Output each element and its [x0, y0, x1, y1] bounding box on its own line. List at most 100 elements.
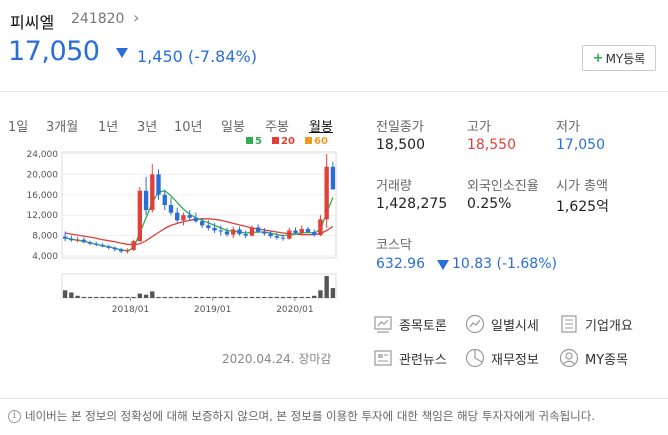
- candle-body: [293, 230, 298, 234]
- candle-body: [305, 228, 311, 233]
- y-tick-label: 12,000: [27, 211, 59, 221]
- company-info-icon: [559, 314, 579, 334]
- link-news[interactable]: 관련뉴스: [373, 348, 447, 368]
- tab-3month[interactable]: 3개월: [46, 120, 79, 135]
- link-company-info[interactable]: 기업개요: [559, 314, 633, 334]
- market-change: 10.83 (-1.68%): [452, 256, 557, 272]
- legend-ma60-label: 60: [314, 136, 328, 147]
- legend-ma20: 20: [272, 136, 295, 147]
- candle-body: [193, 217, 199, 222]
- legend-ma60-swatch: [305, 137, 312, 144]
- candle-body: [81, 239, 86, 243]
- price-chart[interactable]: 24,000 20,000 16,000 12,000 8,000 4,000 2018/…: [0, 146, 340, 321]
- link-discussion[interactable]: 종목토론: [373, 314, 447, 334]
- link-financials[interactable]: 재무정보: [465, 348, 539, 368]
- volume-bar: [218, 296, 223, 298]
- volume-bar: [274, 296, 280, 298]
- candle-body: [181, 215, 186, 221]
- chevron-right-icon[interactable]: ›: [133, 8, 140, 27]
- volume-bar: [262, 296, 267, 298]
- my-register-button[interactable]: + MY등록: [582, 45, 656, 71]
- volume-bar: [75, 295, 80, 298]
- candle-body: [224, 231, 230, 235]
- high-label: 고가: [467, 120, 491, 135]
- volume-bar: [168, 296, 174, 298]
- legend-ma5: 5: [246, 136, 262, 147]
- link-daily-price-label: 일별시세: [491, 318, 539, 334]
- foreign-ratio-value: 0.25%: [467, 196, 512, 212]
- volume-bar: [62, 290, 68, 298]
- candle-body: [137, 190, 143, 242]
- candle-body: [199, 221, 205, 226]
- tab-10year[interactable]: 10년: [174, 120, 203, 135]
- candle-body: [299, 228, 304, 234]
- candle-body: [150, 174, 155, 211]
- volume-bar: [287, 296, 292, 298]
- volume-bar: [81, 296, 86, 298]
- link-company-info-label: 기업개요: [585, 318, 633, 334]
- y-tick-label: 4,000: [32, 252, 58, 262]
- volume-bar: [231, 296, 236, 298]
- volume-bar: [224, 296, 230, 298]
- market-down-icon: [437, 260, 449, 270]
- candle-body: [168, 205, 174, 213]
- volume-label: 거래량: [376, 179, 412, 194]
- market-label: 코스닥: [376, 238, 412, 253]
- candle-body: [118, 249, 124, 252]
- discussion-icon: [373, 314, 393, 334]
- candle-body: [131, 241, 136, 250]
- volume-bar: [280, 296, 286, 298]
- candle-body: [100, 244, 105, 247]
- candle-body: [187, 215, 192, 218]
- candle-body: [312, 232, 317, 236]
- volume-bar: [249, 296, 255, 298]
- volume-bar: [106, 296, 111, 298]
- user-icon: [559, 348, 579, 368]
- volume-bar: [125, 296, 130, 298]
- stock-code[interactable]: 241820: [71, 11, 125, 27]
- tab-daily[interactable]: 일봉: [221, 120, 245, 135]
- x-tick-label: 2018/01: [112, 305, 149, 315]
- tab-monthly[interactable]: 월봉: [309, 120, 333, 135]
- volume-bar: [318, 290, 323, 298]
- daily-price-icon: [465, 314, 485, 334]
- price-change: 1,450 (-7.84%): [137, 47, 257, 66]
- stock-name[interactable]: 피씨엘: [10, 13, 55, 32]
- candle-body: [330, 166, 336, 190]
- market-index: 632.96: [376, 256, 425, 272]
- ma5-line: [64, 189, 334, 252]
- volume-bar: [187, 296, 192, 298]
- volume-bar: [268, 296, 273, 298]
- volume-bar: [324, 276, 329, 298]
- low-value: 17,050: [556, 137, 605, 153]
- volume-bar: [100, 296, 105, 298]
- legend-ma60: 60: [305, 136, 328, 147]
- candle-body: [75, 239, 80, 241]
- plus-icon: +: [592, 50, 604, 66]
- my-register-label: MY등록: [605, 51, 646, 66]
- link-discussion-label: 종목토론: [399, 318, 447, 334]
- volume-bar: [87, 296, 93, 298]
- link-daily-price[interactable]: 일별시세: [465, 314, 539, 334]
- candle-body: [106, 246, 111, 248]
- candle-body: [237, 229, 242, 235]
- volume-bar: [193, 296, 199, 298]
- volume-bar: [112, 296, 118, 298]
- link-news-label: 관련뉴스: [399, 352, 447, 368]
- volume-bar: [156, 296, 161, 298]
- tab-3year[interactable]: 3년: [137, 120, 158, 135]
- candle-body: [287, 230, 292, 239]
- link-financials-label: 재무정보: [491, 352, 539, 368]
- tab-1year[interactable]: 1년: [98, 120, 119, 135]
- link-my-stocks[interactable]: MY종목: [559, 348, 628, 368]
- candle-body: [231, 229, 236, 235]
- volume-bar: [175, 296, 180, 298]
- candle-body: [262, 231, 267, 234]
- volume-bar: [212, 296, 217, 298]
- legend-ma5-label: 5: [255, 136, 262, 147]
- y-tick-label: 16,000: [27, 191, 59, 201]
- candle-body: [318, 219, 323, 236]
- tab-1day[interactable]: 1일: [8, 120, 29, 135]
- market-cap-value: 1,625억: [556, 199, 609, 215]
- tab-weekly[interactable]: 주봉: [265, 120, 289, 135]
